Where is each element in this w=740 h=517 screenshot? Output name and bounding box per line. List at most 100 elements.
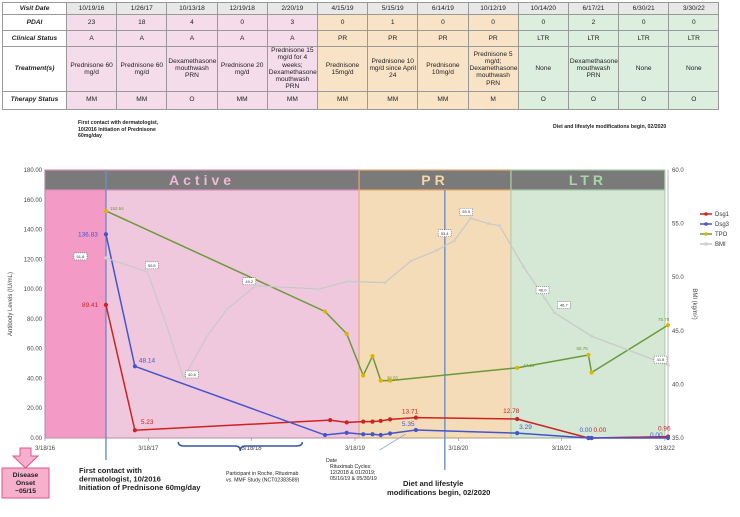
point-bmi — [434, 248, 439, 252]
y-tick-label: 80.00 — [27, 317, 43, 323]
point-dsg3 — [589, 435, 594, 441]
cell-status: A — [166, 30, 218, 47]
cell-status: A — [116, 30, 168, 47]
first-contact-note: First contact with dermatologist, 10/2016… — [79, 466, 201, 492]
point-dsg3 — [370, 432, 375, 437]
data-label: 89.41 — [82, 302, 99, 309]
point-tpo — [103, 208, 109, 213]
y-tick-label: 160.00 — [24, 198, 43, 204]
point-dsg1 — [378, 418, 383, 423]
point-dsg1 — [515, 416, 520, 422]
data-label: 75.78 — [658, 317, 670, 322]
cell-therapy: O — [517, 90, 569, 110]
point-bmi — [486, 222, 490, 226]
cell-therapy: MM — [216, 90, 268, 110]
data-label: 152.54 — [110, 206, 124, 211]
y-axis-label: Antibody Levels (IU/mL) — [8, 272, 14, 336]
disease-onset-label: Disease Onset ~05/15 — [13, 472, 39, 495]
cell-treatment: None — [668, 46, 720, 92]
y-tick-label: 100.00 — [24, 287, 43, 293]
point-bmi — [666, 363, 670, 367]
bmi-label-box — [145, 261, 159, 270]
cell-therapy: O — [567, 90, 620, 110]
legend-marker-tpo — [704, 232, 708, 236]
point-tpo — [378, 378, 383, 383]
bmi-label-box — [459, 207, 473, 216]
y-tick-label: 120.00 — [24, 257, 43, 263]
rituximab-note: Rituximab Cycles: 12/2018 & 01/2019; 05/16… — [330, 464, 377, 482]
bmi-label: 41.8 — [657, 357, 666, 362]
cell-date: 5/15/19 — [367, 2, 419, 15]
x-tick-label: 3/18/17 — [138, 446, 159, 452]
y-tick-label: 20.00 — [27, 406, 43, 412]
legend-marker-bmi — [704, 242, 708, 246]
bmi-label: 46.7 — [560, 303, 569, 308]
point-tpo — [589, 370, 594, 375]
point-tpo — [344, 331, 349, 336]
data-label: 13.71 — [402, 409, 419, 416]
cell-pdai: 18 — [116, 14, 168, 31]
point-bmi — [205, 334, 209, 338]
data-label: 136.83 — [78, 231, 98, 238]
bmi-label: 50.5 — [148, 263, 157, 268]
legend-label-tpo: TPO — [715, 232, 728, 238]
y2-tick-label: 40.0 — [672, 382, 684, 388]
x-tick-label: 3/18/19 — [345, 446, 366, 452]
point-dsg3 — [378, 432, 383, 438]
point-bmi — [317, 287, 321, 291]
cell-pdai: 2 — [567, 14, 620, 31]
point-dsg3 — [413, 427, 419, 433]
phase-label-ltr: LTR — [569, 172, 607, 188]
point-tpo — [665, 323, 671, 328]
cell-status: PR — [467, 30, 519, 47]
data-label: 38.55 — [387, 376, 399, 381]
cell-therapy: O — [668, 90, 720, 110]
rituximab-pointer — [379, 433, 406, 451]
header-visit-date: Visit Date — [2, 2, 67, 15]
cell-pdai: 0 — [467, 14, 519, 31]
y2-tick-label: 55.0 — [672, 222, 684, 228]
x-tick-label: 3/18/18 — [242, 446, 263, 452]
phase-region-pr — [358, 169, 512, 439]
cell-treatment: Dexamethasone mouthwash PRN — [567, 46, 620, 92]
point-bmi — [497, 224, 502, 228]
point-tpo — [515, 365, 520, 370]
bmi-label-box — [242, 277, 257, 286]
y2-axis-label: BMI (kg/m²) — [691, 288, 697, 319]
cell-therapy: MM — [417, 90, 469, 110]
legend-label-dsg1: Dsg1 — [715, 212, 730, 218]
y2-tick-label: 45.0 — [672, 329, 684, 335]
table-note-diet: Diet and lifestyle modifications begin, … — [553, 124, 667, 130]
cell-date: 12/19/18 — [216, 2, 268, 15]
point-bmi — [552, 310, 556, 315]
point-bmi — [543, 297, 547, 301]
data-label: 48.14 — [139, 357, 156, 364]
point-tpo — [370, 354, 375, 359]
cell-status: LTR — [618, 30, 670, 47]
cell-status: A — [216, 30, 268, 47]
cell-treatment: Prednisone 10mg/d — [417, 46, 469, 92]
cell-status: PR — [367, 30, 419, 47]
visit-table: Visit Date 10/19/16 1/26/17 10/13/18 12/19/1… — [2, 2, 720, 110]
point-dsg3 — [665, 435, 671, 441]
x-tick-label: 3/18/16 — [35, 446, 56, 452]
point-dsg3 — [515, 431, 520, 436]
bmi-label-box — [557, 301, 571, 309]
cell-therapy: MM — [316, 90, 369, 110]
cell-therapy: MM — [65, 90, 118, 110]
point-dsg1 — [387, 417, 393, 422]
point-dsg3 — [586, 435, 591, 441]
point-tpo — [586, 352, 591, 358]
point-dsg1 — [370, 419, 375, 424]
point-bmi — [104, 256, 108, 260]
bmi-label: 55.5 — [462, 209, 471, 214]
y-tick-label: 0.00 — [30, 436, 42, 442]
point-tpo — [387, 378, 393, 383]
point-bmi — [163, 318, 167, 322]
point-dsg3 — [387, 431, 393, 436]
cell-date: 2/20/19 — [266, 2, 318, 15]
point-bmi — [409, 259, 413, 263]
point-bmi — [145, 270, 149, 274]
data-label: 55.75 — [576, 346, 588, 351]
